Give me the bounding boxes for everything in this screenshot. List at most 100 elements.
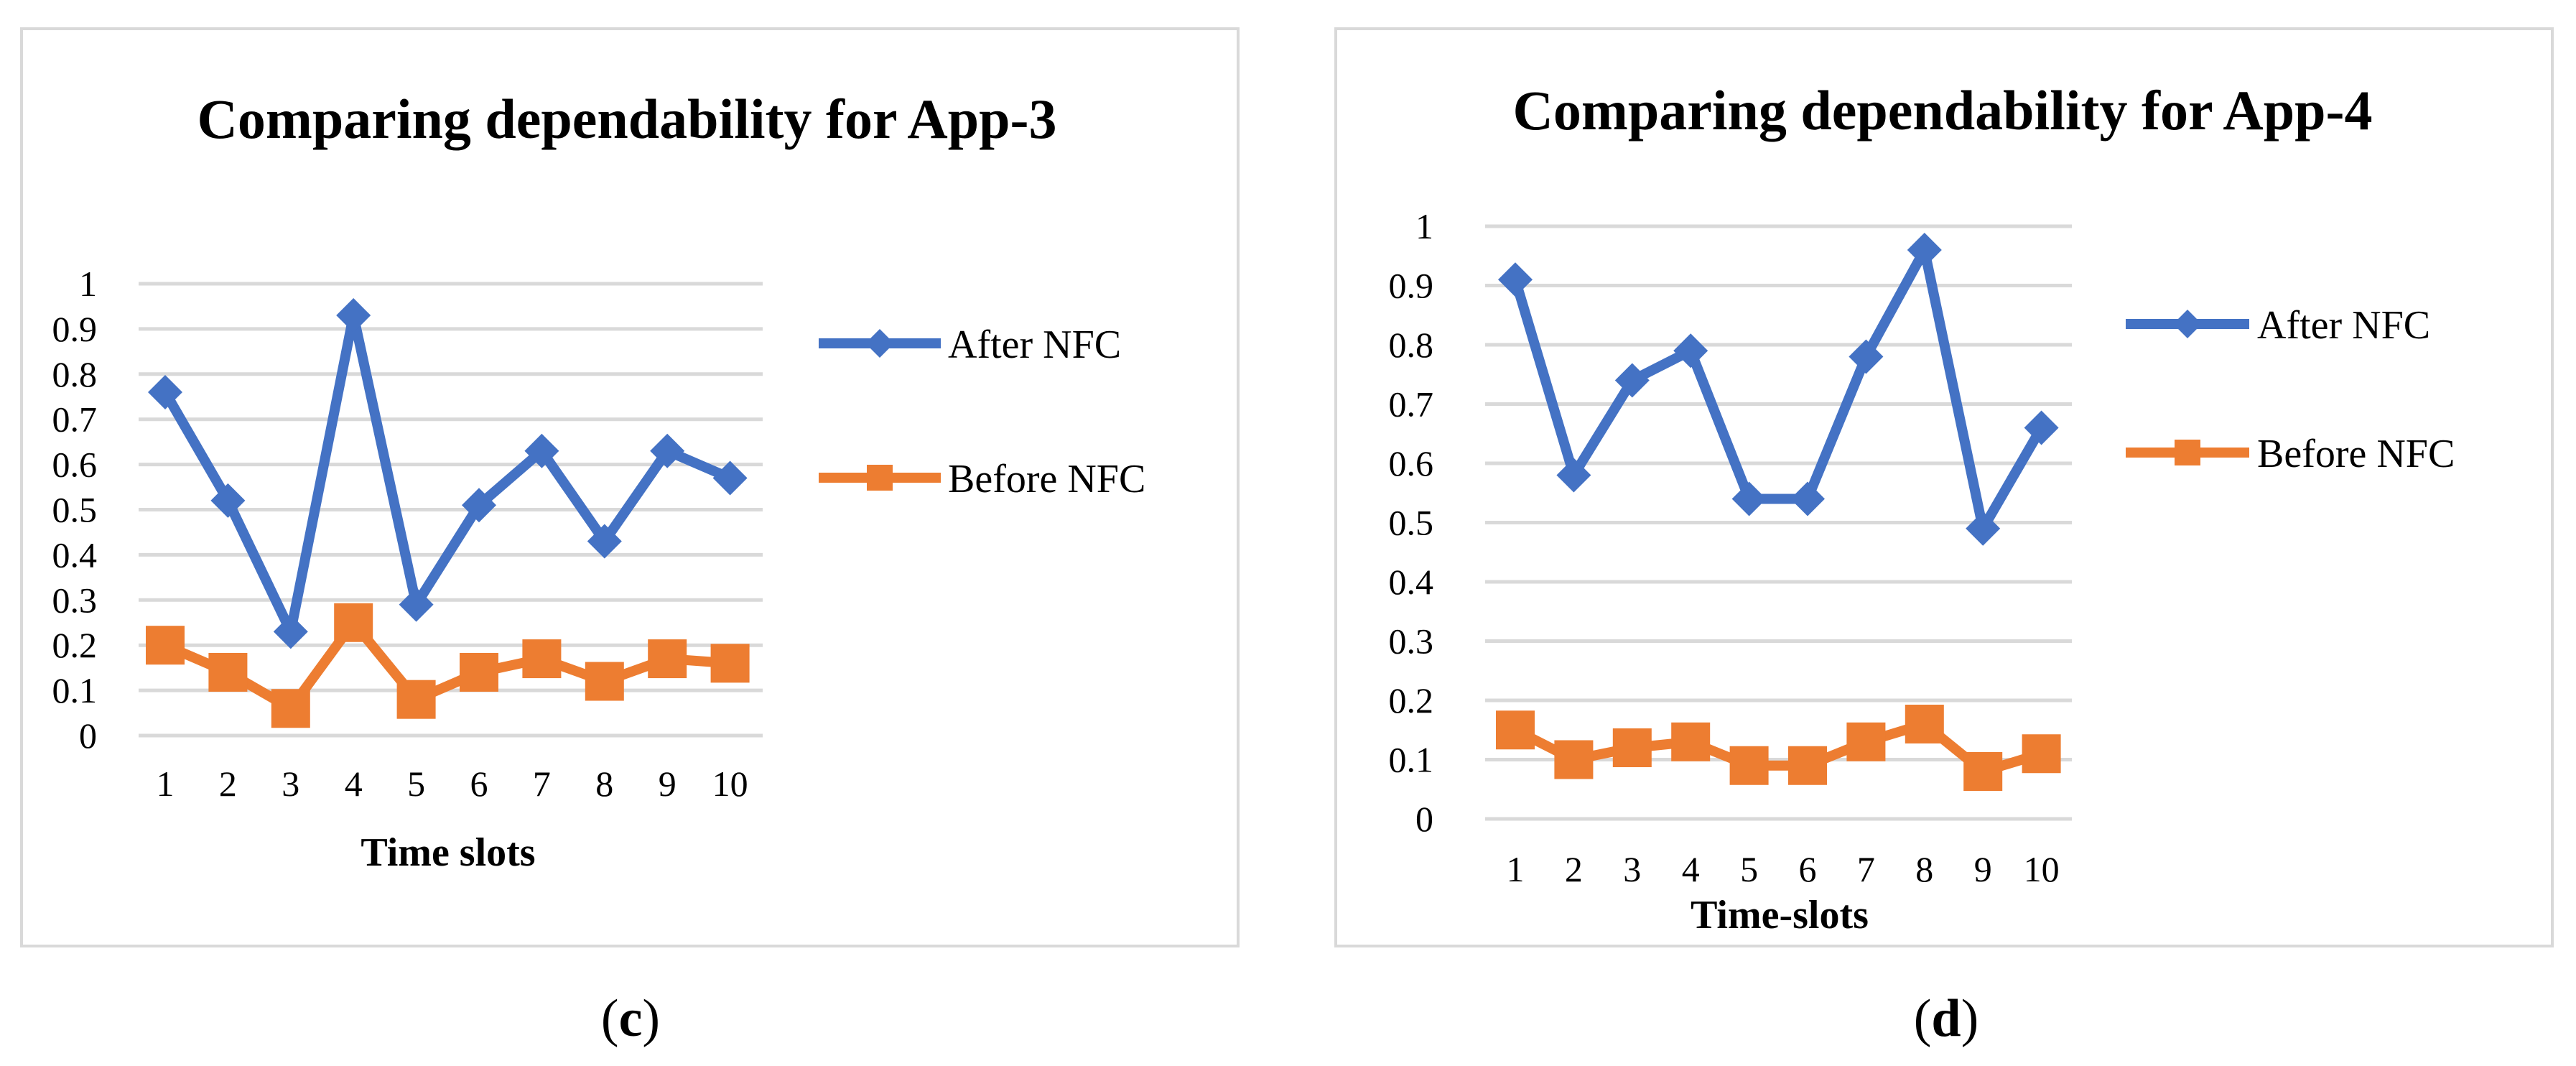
chart-c-x-tick-label: 4 — [345, 764, 363, 804]
chart-c-line-before-nfc — [160, 617, 735, 714]
chart-c-legend: After NFC Before NFC — [819, 323, 1145, 501]
chart-d-point-after-nfc — [1731, 481, 1767, 516]
chart-d-x-tick-label: 3 — [1623, 849, 1641, 889]
chart-c-y-tick-label: 0.7 — [52, 399, 98, 440]
chart-d-point-before-nfc — [1496, 710, 1535, 750]
chart-d-y-tick-label: 0.7 — [1389, 384, 1434, 425]
chart-d-point-before-nfc — [1612, 728, 1652, 767]
chart-d-point-before-nfc — [1788, 746, 1827, 785]
chart-d-series-after-nfc — [1498, 233, 2059, 546]
chart-d-title: Comparing dependability for App-4 — [1513, 79, 2373, 142]
chart-d-y-tick-label: 1 — [1415, 206, 1433, 246]
chart-d-point-before-nfc — [1554, 740, 1594, 779]
chart-d-y-tick-label: 0.9 — [1389, 266, 1434, 306]
chart-panel-c: Comparing dependability for App-3 0 0.1 0.… — [20, 27, 1240, 1048]
chart-d-x-tick-labels: 1 2 3 4 5 6 7 8 9 10 — [1507, 849, 2060, 889]
chart-c-x-tick-label: 8 — [595, 764, 613, 804]
chart-d-legend-item-before-nfc: Before NFC — [2126, 432, 2455, 476]
chart-c-x-tick-label: 5 — [407, 764, 425, 804]
chart-d-point-after-nfc — [1790, 481, 1825, 516]
chart-d-y-tick-label: 0.2 — [1389, 680, 1434, 720]
chart-d-x-tick-label: 6 — [1799, 849, 1817, 889]
chart-d-x-tick-label: 10 — [2024, 849, 2060, 889]
chart-d-x-tick-label: 1 — [1507, 849, 1525, 889]
chart-c-point-after-nfc — [210, 483, 246, 518]
chart-d-point-after-nfc — [1907, 233, 1942, 267]
chart-c-y-tick-label: 0.9 — [52, 309, 98, 349]
chart-d-legend-label-after-nfc: After NFC — [2257, 303, 2430, 348]
chart-c-y-tick-label: 0.2 — [52, 625, 98, 665]
chart-c-x-tick-labels: 1 2 3 4 5 6 7 8 9 10 — [157, 764, 748, 804]
chart-c-point-after-nfc — [148, 374, 182, 409]
chart-c-legend-label-before-nfc: Before NFC — [948, 457, 1145, 501]
chart-d-caption-letter: d — [1931, 989, 1961, 1048]
chart-c-point-before-nfc — [585, 662, 624, 701]
chart-d-point-after-nfc — [1614, 363, 1650, 398]
chart-d-legend-item-after-nfc: After NFC — [2126, 303, 2430, 348]
chart-c-point-after-nfc — [336, 298, 371, 333]
chart-d-point-before-nfc — [1729, 746, 1769, 785]
chart-d-y-tick-label: 0.5 — [1389, 503, 1434, 543]
chart-d-point-after-nfc — [1849, 339, 1884, 374]
chart-d-x-tick-label: 4 — [1682, 849, 1700, 889]
chart-c-point-before-nfc — [146, 626, 185, 665]
chart-d-point-after-nfc — [2024, 410, 2059, 445]
chart-c-y-tick-label: 0 — [79, 715, 97, 756]
chart-d-caption: (d) — [1914, 989, 1979, 1048]
chart-d-y-tick-labels: 0 0.1 0.2 0.3 0.4 0.5 0.6 0.7 0.8 0.9 1 — [1389, 206, 1434, 839]
chart-d-x-tick-label: 5 — [1740, 849, 1758, 889]
chart-c-point-before-nfc — [648, 639, 687, 679]
chart-c-line-after-nfc — [160, 310, 735, 637]
chart-c-x-tick-label: 7 — [533, 764, 551, 804]
chart-d-y-tick-label: 0.4 — [1389, 562, 1434, 602]
chart-d-point-before-nfc — [2022, 734, 2061, 774]
chart-c-x-tick-label: 9 — [659, 764, 676, 804]
chart-c-point-before-nfc — [460, 652, 498, 692]
chart-c-point-before-nfc — [522, 639, 562, 679]
chart-c-x-tick-label: 2 — [219, 764, 237, 804]
chart-c-point-after-nfc — [587, 524, 622, 559]
chart-c-y-tick-labels: 0 0.1 0.2 0.3 0.40.5 0.6 0.7 0.8 0.9 1 — [52, 264, 98, 756]
chart-d-frame — [1334, 27, 2554, 947]
chart-c-x-tick-label: 3 — [282, 764, 299, 804]
chart-c-point-before-nfc — [208, 652, 248, 692]
chart-d-point-before-nfc — [1671, 722, 1711, 761]
chart-d-x-tick-label: 9 — [1974, 849, 1992, 889]
chart-c-y-tick-label: 0.1 — [52, 670, 98, 710]
chart-d-y-tick-label: 0.3 — [1389, 621, 1434, 662]
chart-c-point-before-nfc — [396, 680, 436, 719]
chart-c-legend-item-before-nfc: Before NFC — [819, 457, 1145, 501]
chart-c-y-tick-label: 0.6 — [52, 445, 98, 485]
chart-d-y-tick-label: 0 — [1415, 799, 1433, 839]
chart-d-series-before-nfc — [1496, 705, 2061, 791]
chart-d-x-tick-label: 2 — [1565, 849, 1583, 889]
chart-c-legend-marker-after-nfc — [865, 329, 894, 358]
chart-d-legend: After NFC Before NFC — [2126, 303, 2455, 476]
chart-d-legend-label-before-nfc: Before NFC — [2257, 432, 2455, 476]
chart-c-series-before-nfc — [146, 603, 750, 728]
chart-d-x-tick-label: 8 — [1915, 849, 1933, 889]
chart-d-point-after-nfc — [1966, 511, 2001, 546]
chart-c-point-after-nfc — [650, 433, 685, 468]
chart-c-point-before-nfc — [334, 603, 373, 642]
chart-c-point-after-nfc — [524, 433, 559, 468]
chart-d-caption-close: ) — [1961, 989, 1979, 1048]
chart-d-point-before-nfc — [1905, 705, 1944, 743]
chart-c-y-tick-label: 0.3 — [52, 580, 98, 620]
chart-d-line-after-nfc — [1510, 245, 2047, 534]
chart-d-line-before-nfc — [1510, 719, 2047, 777]
chart-c-legend-item-after-nfc: After NFC — [819, 323, 1121, 367]
chart-c-title: Comparing dependability for App-3 — [197, 88, 1057, 150]
chart-c-point-after-nfc — [712, 460, 748, 496]
chart-d-y-tick-label: 0.6 — [1389, 443, 1434, 483]
chart-c-y-tick-label: 0.8 — [52, 354, 98, 394]
chart-d-legend-marker-after-nfc — [2173, 310, 2202, 338]
chart-c-caption-letter: c — [619, 989, 643, 1048]
chart-c-caption-open: ( — [601, 989, 619, 1048]
chart-c-point-after-nfc — [399, 587, 434, 622]
chart-c-point-before-nfc — [271, 689, 310, 728]
chart-c-caption-close: ) — [642, 989, 660, 1048]
chart-c-y-tick-label: 0.5 — [52, 490, 98, 530]
chart-c-legend-label-after-nfc: After NFC — [948, 323, 1121, 367]
